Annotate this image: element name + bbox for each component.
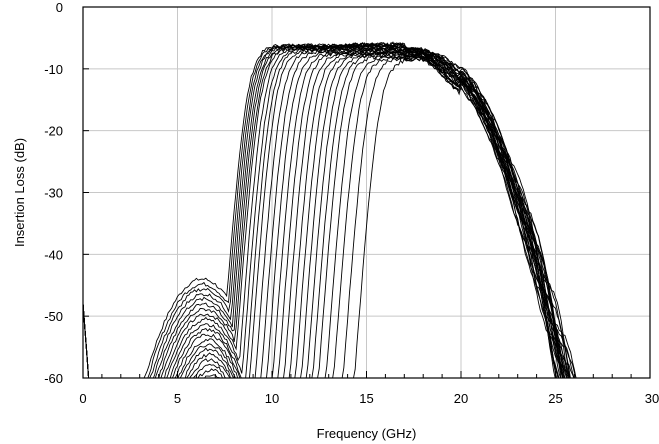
series-trace-19 <box>83 50 562 378</box>
data-series-group <box>83 41 577 378</box>
tick-labels: 0 5 10 15 20 25 30 0 -10 -20 -30 -40 -50 -60 <box>44 0 659 406</box>
y-tick-label: -20 <box>44 124 63 139</box>
series-trace-21 <box>83 51 566 378</box>
x-tick-label: 20 <box>454 391 468 406</box>
series-trace-26 <box>83 55 560 378</box>
series-trace-25 <box>83 55 556 378</box>
y-tick-label: -60 <box>44 371 63 386</box>
x-tick-label: 10 <box>265 391 279 406</box>
series-trace-4 <box>83 42 565 378</box>
x-tick-label: 25 <box>548 391 562 406</box>
plot-frame <box>82 6 651 379</box>
y-tick-label: -10 <box>44 62 63 77</box>
y-tick-label: -40 <box>44 247 63 262</box>
y-tick-label: -50 <box>44 309 63 324</box>
x-tick-label: 0 <box>79 391 86 406</box>
series-trace-22 <box>83 51 565 378</box>
x-tick-label: 5 <box>174 391 181 406</box>
x-axis-label: Frequency (GHz) <box>317 426 417 441</box>
grid <box>83 7 650 378</box>
series-trace-28 <box>83 56 575 378</box>
series-trace-13 <box>83 47 569 378</box>
x-tick-label: 30 <box>645 391 659 406</box>
y-tick-label: -30 <box>44 186 63 201</box>
y-tick-label: 0 <box>56 0 63 15</box>
x-tick-label: 15 <box>359 391 373 406</box>
y-axis-label: Insertion Loss (dB) <box>12 138 27 247</box>
series-trace-27 <box>83 56 571 378</box>
